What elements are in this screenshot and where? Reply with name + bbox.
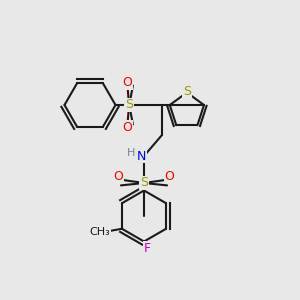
- Text: CH₃: CH₃: [90, 227, 110, 237]
- Text: O: O: [123, 121, 132, 134]
- Text: S: S: [140, 176, 148, 190]
- Text: F: F: [143, 242, 151, 255]
- Text: S: S: [125, 98, 133, 112]
- Text: O: O: [114, 170, 123, 184]
- Text: O: O: [123, 76, 132, 89]
- Text: H: H: [127, 148, 136, 158]
- Text: S: S: [183, 85, 191, 98]
- Text: O: O: [165, 170, 174, 184]
- Text: N: N: [137, 149, 146, 163]
